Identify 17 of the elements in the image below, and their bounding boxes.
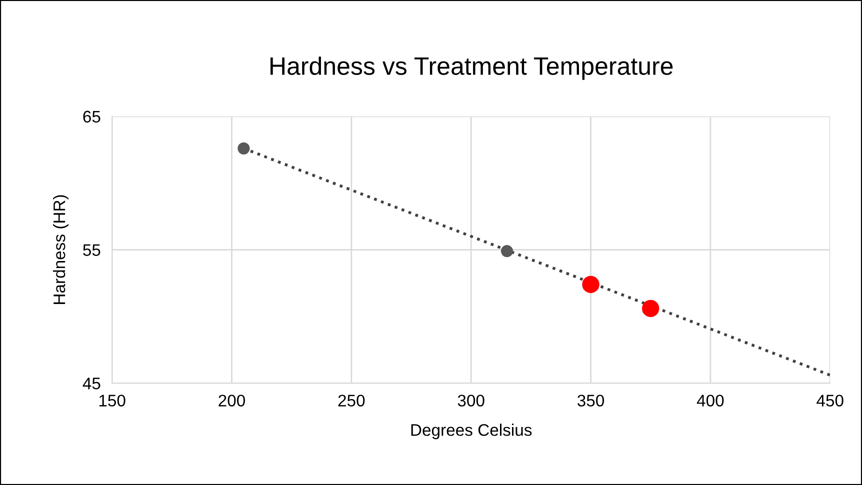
x-tick-label: 450 xyxy=(816,394,844,407)
point xyxy=(500,245,514,258)
point xyxy=(642,300,660,318)
x-tick-label: 200 xyxy=(218,394,245,407)
y-axis-title: Hardness (HR) xyxy=(52,195,69,304)
x-tick-label: 250 xyxy=(338,394,365,407)
x-tick-label: 300 xyxy=(458,394,484,407)
chart-title: Hardness vs Treatment Temperature xyxy=(270,56,673,80)
point xyxy=(582,276,600,294)
x-tick-label: 350 xyxy=(577,394,604,407)
x-tick-label: 150 xyxy=(99,394,126,407)
y-tick-label: 55 xyxy=(83,244,100,256)
y-tick-label: 45 xyxy=(82,378,100,390)
x-tick-label: 400 xyxy=(696,394,724,407)
y-tick-label: 65 xyxy=(83,110,100,123)
point xyxy=(238,142,250,154)
x-axis-title: Degrees Celsius xyxy=(411,424,532,440)
